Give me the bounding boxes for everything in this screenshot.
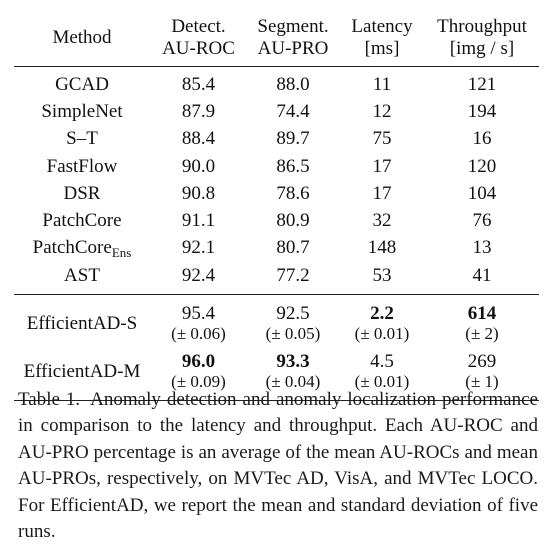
header-latency: Latency [ms]: [351, 16, 413, 59]
method-cell: SimpleNet: [41, 100, 123, 122]
mean-value-best: 2.2: [370, 303, 394, 325]
efficientad-rows: EfficientAD-S 95.4 (± 0.06) 92.5 (± 0.05…: [14, 295, 539, 401]
latency-cell: 32: [372, 210, 392, 232]
mean-value: 95.4: [181, 303, 216, 325]
std-value: (± 2): [465, 324, 499, 344]
method-cell: PatchCoreEns: [32, 237, 132, 261]
std-value: (± 1): [465, 372, 499, 392]
detect-cell: 91.1: [181, 210, 216, 232]
method-cell: EfficientAD-S: [26, 312, 138, 334]
segment-cell: 89.7: [276, 128, 310, 150]
std-value: (± 0.01): [354, 372, 410, 392]
method-cell: S–T: [66, 128, 98, 150]
caption-label: Table 1.: [18, 389, 81, 410]
mean-value-best: 614: [467, 303, 497, 325]
throughput-cell: 614 (± 2): [425, 295, 539, 344]
table-row: EfficientAD-S 95.4 (± 0.06) 92.5 (± 0.05…: [14, 295, 539, 344]
throughput-cell: 16: [472, 128, 492, 150]
table-row: PatchCoreEns 92.1 80.7 148 13: [14, 235, 539, 262]
std-value: (± 0.09): [171, 372, 226, 392]
detect-cell: 92.4: [181, 264, 216, 286]
table-row: AST 92.4 77.2 53 41: [14, 262, 539, 295]
mean-value: 92.5: [276, 303, 310, 325]
latency-cell: 17: [372, 182, 392, 204]
detect-cell: 95.4 (± 0.06): [150, 295, 247, 344]
table-row: DSR 90.8 78.6 17 104: [14, 180, 539, 207]
throughput-cell: 76: [472, 210, 492, 232]
std-value: (± 0.01): [354, 324, 410, 344]
detect-cell: 85.4: [181, 73, 216, 95]
latency-cell: 17: [372, 155, 392, 177]
segment-cell: 92.5 (± 0.05): [247, 295, 339, 344]
mean-value-best: 93.3: [276, 351, 310, 373]
latency-cell: 11: [372, 73, 392, 95]
detect-cell: 96.0 (± 0.09): [150, 343, 247, 401]
method-cell: GCAD: [55, 73, 109, 95]
baseline-rows: GCAD 85.4 88.0 11 121 SimpleNet 87.9 74.…: [14, 67, 539, 295]
table-caption: Table 1. Anomaly detection and anomaly lo…: [18, 387, 538, 545]
latency-cell: 12: [372, 100, 392, 122]
table-header-row: Method Detect. AU-ROC Segment. AU-PRO La…: [14, 10, 539, 67]
results-table: Method Detect. AU-ROC Segment. AU-PRO La…: [14, 10, 539, 401]
detect-cell: 88.4: [181, 128, 216, 150]
mean-value-best: 96.0: [181, 351, 216, 373]
throughput-cell: 41: [472, 264, 492, 286]
std-value: (± 0.06): [171, 324, 226, 344]
latency-cell: 4.5 (± 0.01): [339, 343, 425, 401]
std-value: (± 0.05): [265, 324, 321, 344]
header-throughput: Throughput [img / s]: [437, 16, 527, 59]
detect-cell: 87.9: [181, 100, 216, 122]
latency-cell: 53: [372, 264, 392, 286]
throughput-cell: 121: [467, 73, 497, 95]
segment-cell: 74.4: [276, 100, 310, 122]
segment-cell: 77.2: [276, 264, 310, 286]
method-cell: DSR: [63, 182, 101, 204]
header-detect: Detect. AU-ROC: [162, 16, 235, 59]
method-cell: PatchCore: [42, 210, 122, 232]
table-row: PatchCore 91.1 80.9 32 76: [14, 207, 539, 234]
table-row: S–T 88.4 89.7 75 16: [14, 126, 539, 153]
throughput-cell: 104: [467, 182, 497, 204]
table-row: GCAD 85.4 88.0 11 121: [14, 67, 539, 99]
results-table-container: Method Detect. AU-ROC Segment. AU-PRO La…: [14, 10, 539, 401]
method-cell: AST: [64, 264, 100, 286]
throughput-cell: 120: [467, 155, 497, 177]
table-row: EfficientAD-M 96.0 (± 0.09) 93.3 (± 0.04…: [14, 343, 539, 401]
header-method: Method: [52, 27, 112, 48]
segment-cell: 80.7: [276, 237, 310, 259]
method-cell: EfficientAD-M: [23, 360, 141, 382]
table-row: FastFlow 90.0 86.5 17 120: [14, 153, 539, 180]
latency-cell: 148: [367, 237, 397, 259]
throughput-cell: 13: [472, 237, 492, 259]
table-row: SimpleNet 87.9 74.4 12 194: [14, 98, 539, 125]
std-value: (± 0.04): [265, 372, 321, 392]
segment-cell: 80.9: [276, 210, 310, 232]
segment-cell: 78.6: [276, 182, 310, 204]
latency-cell: 75: [372, 128, 392, 150]
segment-cell: 86.5: [276, 155, 310, 177]
header-segment: Segment. AU-PRO: [257, 16, 329, 59]
detect-cell: 90.0: [181, 155, 216, 177]
method-cell: FastFlow: [46, 155, 118, 177]
segment-cell: 93.3 (± 0.04): [247, 343, 339, 401]
latency-cell: 2.2 (± 0.01): [339, 295, 425, 344]
caption-text: Anomaly detection and anomaly localizati…: [18, 389, 538, 543]
throughput-cell: 269 (± 1): [425, 343, 539, 401]
method-subscript: Ens: [111, 245, 132, 261]
segment-cell: 88.0: [276, 73, 310, 95]
mean-value: 4.5: [370, 351, 394, 373]
detect-cell: 90.8: [181, 182, 216, 204]
detect-cell: 92.1: [181, 237, 216, 259]
mean-value: 269: [467, 351, 497, 373]
throughput-cell: 194: [467, 100, 497, 122]
